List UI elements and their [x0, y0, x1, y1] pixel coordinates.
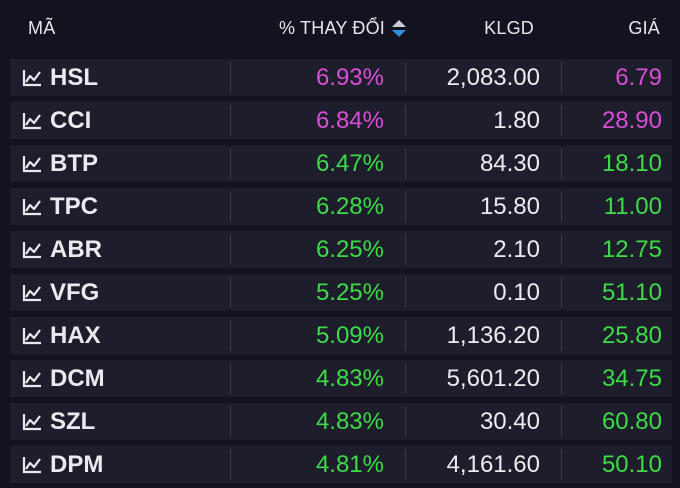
- change-percent: 6.84%: [315, 107, 384, 134]
- table-row[interactable]: VFG 5.25% 0.10 51.10: [0, 271, 680, 314]
- trading-volume: 2.10: [493, 236, 540, 263]
- table-row[interactable]: HSL 6.93% 2,083.00 6.79: [0, 56, 680, 99]
- line-chart-icon: [22, 199, 41, 216]
- price: 25.80: [601, 322, 662, 349]
- stock-code-label: CCI: [50, 107, 92, 134]
- stock-code-label: SZL: [50, 408, 96, 435]
- trading-volume: 30.40: [479, 408, 540, 435]
- stock-code[interactable]: TPC: [22, 194, 98, 220]
- stock-code[interactable]: HSL: [22, 65, 98, 91]
- line-chart-icon: [22, 457, 41, 474]
- trading-volume: 2,083.00: [446, 64, 540, 91]
- header-volume[interactable]: KLGD: [484, 18, 534, 38]
- trading-volume: 1,136.20: [446, 322, 540, 349]
- table-row[interactable]: DPM 4.81% 4,161.60 50.10: [0, 443, 680, 486]
- table-row[interactable]: DCM 4.83% 5,601.20 34.75: [0, 357, 680, 400]
- stock-code[interactable]: SZL: [22, 409, 95, 435]
- trading-volume: 5,601.20: [446, 365, 540, 392]
- price: 50.10: [601, 451, 662, 478]
- price: 12.75: [601, 236, 662, 263]
- change-percent: 6.28%: [315, 193, 384, 220]
- table-header: MÃ % THAY ĐỔI KLGD GIÁ: [0, 0, 680, 56]
- trading-volume: 84.30: [479, 150, 540, 177]
- table-row[interactable]: SZL 4.83% 30.40 60.80: [0, 400, 680, 443]
- stock-code-label: HSL: [50, 64, 98, 91]
- price: 34.75: [601, 365, 662, 392]
- change-percent: 5.25%: [315, 279, 384, 306]
- stock-code[interactable]: CCI: [22, 108, 91, 134]
- stock-code[interactable]: DPM: [22, 452, 103, 478]
- stock-code[interactable]: HAX: [22, 323, 101, 349]
- table-row[interactable]: TPC 6.28% 15.80 11.00: [0, 185, 680, 228]
- stock-code-label: ABR: [50, 236, 102, 263]
- change-percent: 5.09%: [315, 322, 384, 349]
- price: 51.10: [601, 279, 662, 306]
- line-chart-icon: [22, 328, 41, 345]
- header-change-label: % THAY ĐỔI: [278, 18, 385, 38]
- table-body: HSL 6.93% 2,083.00 6.79 CCI 6.84% 1.80 2…: [0, 56, 680, 486]
- trading-volume: 15.80: [479, 193, 540, 220]
- stock-code-label: TPC: [50, 193, 98, 220]
- stock-code[interactable]: VFG: [22, 280, 99, 306]
- line-chart-icon: [22, 156, 41, 173]
- change-percent: 4.83%: [315, 408, 384, 435]
- stock-code-label: HAX: [50, 322, 101, 349]
- line-chart-icon: [22, 242, 41, 259]
- header-change[interactable]: % THAY ĐỔI: [279, 18, 406, 39]
- line-chart-icon: [22, 414, 41, 431]
- stock-code-label: VFG: [50, 279, 100, 306]
- stock-code-label: BTP: [50, 150, 98, 177]
- change-percent: 6.25%: [315, 236, 384, 263]
- change-percent: 4.81%: [315, 451, 384, 478]
- table-row[interactable]: BTP 6.47% 84.30 18.10: [0, 142, 680, 185]
- table-row[interactable]: ABR 6.25% 2.10 12.75: [0, 228, 680, 271]
- price: 18.10: [601, 150, 662, 177]
- change-percent: 6.47%: [315, 150, 384, 177]
- table-row[interactable]: HAX 5.09% 1,136.20 25.80: [0, 314, 680, 357]
- header-price[interactable]: GIÁ: [628, 18, 660, 38]
- stock-code[interactable]: DCM: [22, 366, 105, 392]
- stock-code[interactable]: BTP: [22, 151, 98, 177]
- price: 28.90: [601, 107, 662, 134]
- price: 11.00: [603, 193, 662, 220]
- line-chart-icon: [22, 371, 41, 388]
- trading-volume: 1.80: [493, 107, 540, 134]
- stock-code-label: DPM: [50, 451, 104, 478]
- line-chart-icon: [22, 285, 41, 302]
- table-row[interactable]: CCI 6.84% 1.80 28.90: [0, 99, 680, 142]
- trading-volume: 0.10: [493, 279, 540, 306]
- change-percent: 6.93%: [315, 64, 384, 91]
- header-code[interactable]: MÃ: [28, 18, 56, 38]
- stock-code[interactable]: ABR: [22, 237, 102, 263]
- line-chart-icon: [22, 70, 41, 87]
- change-percent: 4.83%: [315, 365, 384, 392]
- line-chart-icon: [22, 113, 41, 130]
- price: 6.79: [615, 64, 662, 91]
- price: 60.80: [601, 408, 662, 435]
- sort-arrows-icon[interactable]: [392, 19, 406, 39]
- trading-volume: 4,161.60: [446, 451, 540, 478]
- stock-code-label: DCM: [50, 365, 105, 392]
